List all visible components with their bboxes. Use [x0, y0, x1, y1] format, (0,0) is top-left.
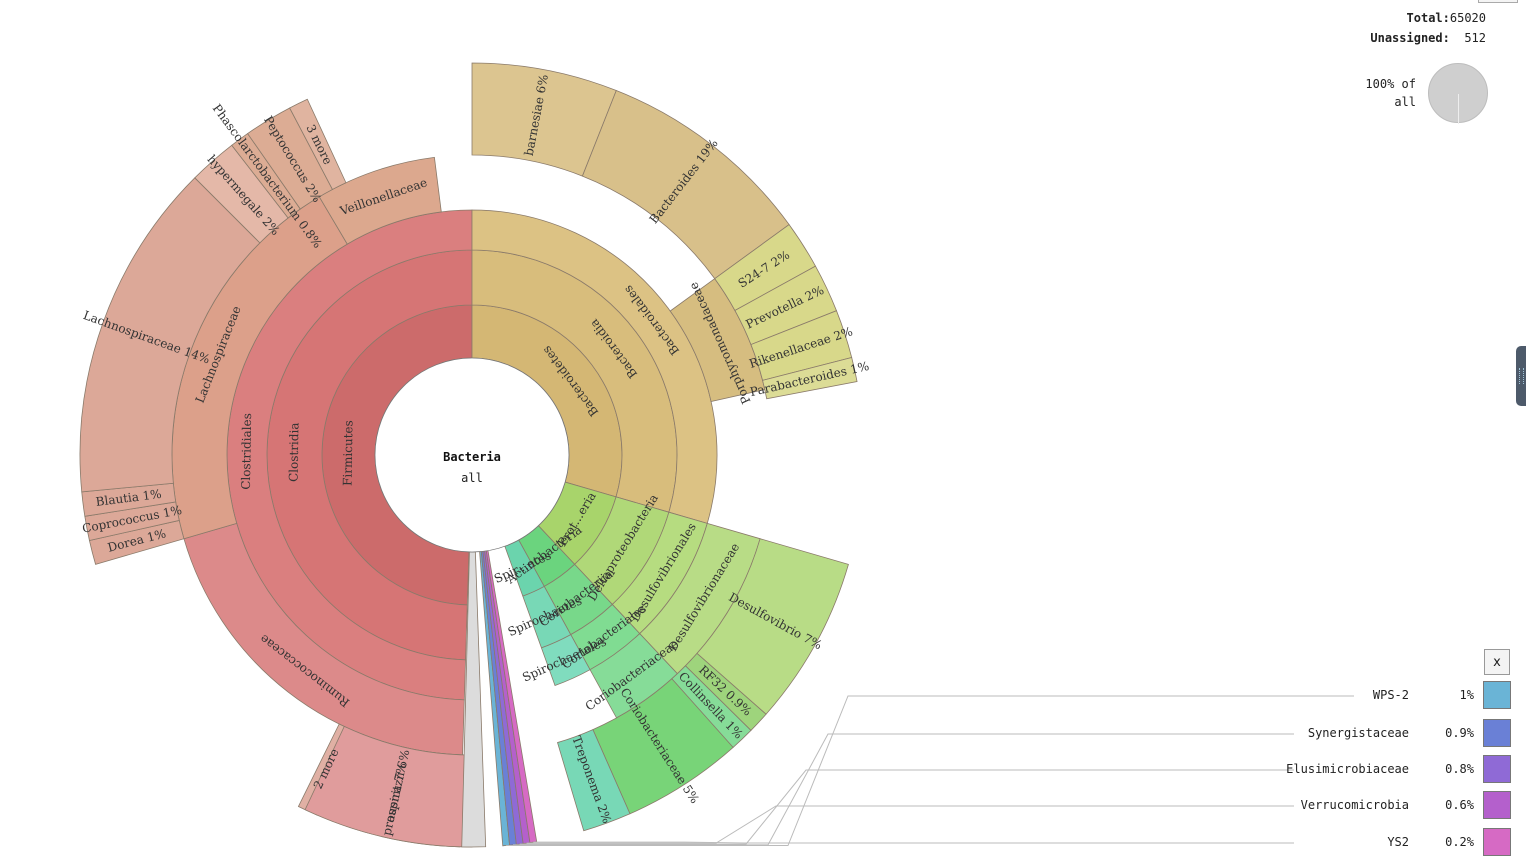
wedge-veillonellaceae[interactable] — [318, 156, 442, 245]
unassigned-label: Unassigned: — [1370, 31, 1450, 45]
wedge-parabacteroides[interactable] — [762, 357, 858, 400]
legend-item[interactable]: YS2 0.2% — [1180, 828, 1513, 858]
legend-color-swatch — [1483, 719, 1511, 747]
legend-item-name: Verrucomicrobia — [1300, 798, 1409, 812]
legend-leader-lines — [506, 695, 1354, 847]
legend-item-value: 0.9% — [1445, 726, 1474, 740]
center-disc[interactable] — [374, 357, 570, 553]
total-label: Total: — [1406, 11, 1450, 25]
legend-leader-line — [519, 769, 1294, 845]
legend-leader-line — [506, 695, 1354, 847]
unassigned-value: 512 — [1464, 31, 1486, 45]
legend-item[interactable]: WPS-2 1% — [1180, 681, 1513, 711]
legend-color-swatch — [1483, 828, 1511, 856]
wedge-layer — [79, 62, 858, 848]
legend-leader-line — [533, 841, 1294, 844]
wedge-label: Clostridia — [287, 422, 302, 482]
total-row: Total:65020 — [1370, 8, 1486, 28]
wedge-treponema[interactable] — [557, 729, 631, 832]
wedge-ospira[interactable] — [304, 725, 473, 848]
legend-leader-line — [512, 733, 1294, 846]
unassigned-row: Unassigned: 512 — [1370, 28, 1486, 48]
legend-item[interactable]: Synergistaceae 0.9% — [1180, 719, 1513, 749]
legend-item-value: 0.8% — [1445, 762, 1474, 776]
selection-percent: 100% of all — [1356, 75, 1416, 111]
side-panel-handle[interactable] — [1516, 346, 1526, 406]
wedge-spirochaetales[interactable] — [540, 634, 591, 687]
center-sub: all — [461, 471, 483, 485]
center-name: Bacteria — [443, 450, 501, 464]
total-value: 65020 — [1449, 11, 1486, 25]
legend-item-value: 1% — [1459, 688, 1474, 702]
selection-percent-text: 100% of — [1365, 77, 1416, 91]
top-toggle-button[interactable] — [1478, 0, 1518, 3]
legend-item-name: WPS-2 — [1372, 688, 1409, 702]
legend-leader-line — [526, 805, 1294, 844]
legend-item[interactable]: Elusimicrobiaceae 0.8% — [1180, 755, 1513, 785]
legend-color-swatch — [1483, 791, 1511, 819]
legend-item-value: 0.2% — [1445, 835, 1474, 849]
legend-color-swatch — [1483, 681, 1511, 709]
legend-close-button[interactable]: x — [1484, 649, 1510, 675]
legend-item-name: YS2 — [1387, 835, 1409, 849]
wedge-label: Firmicutes — [341, 420, 356, 486]
legend-item-name: Synergistaceae — [1307, 726, 1409, 740]
wedge-3-more[interactable] — [289, 98, 347, 190]
wedge-label: Clostridiales — [239, 413, 254, 490]
legend-item-value: 0.6% — [1445, 798, 1474, 812]
selection-scope-text: all — [1394, 95, 1416, 109]
selection-pie-icon[interactable] — [1428, 63, 1488, 124]
legend-color-swatch — [1483, 755, 1511, 783]
totals-panel: Total:65020 Unassigned: 512 — [1370, 8, 1486, 48]
legend-item-name: Elusimicrobiaceae — [1286, 762, 1409, 776]
legend-item[interactable]: Verrucomicrobia 0.6% — [1180, 791, 1513, 821]
